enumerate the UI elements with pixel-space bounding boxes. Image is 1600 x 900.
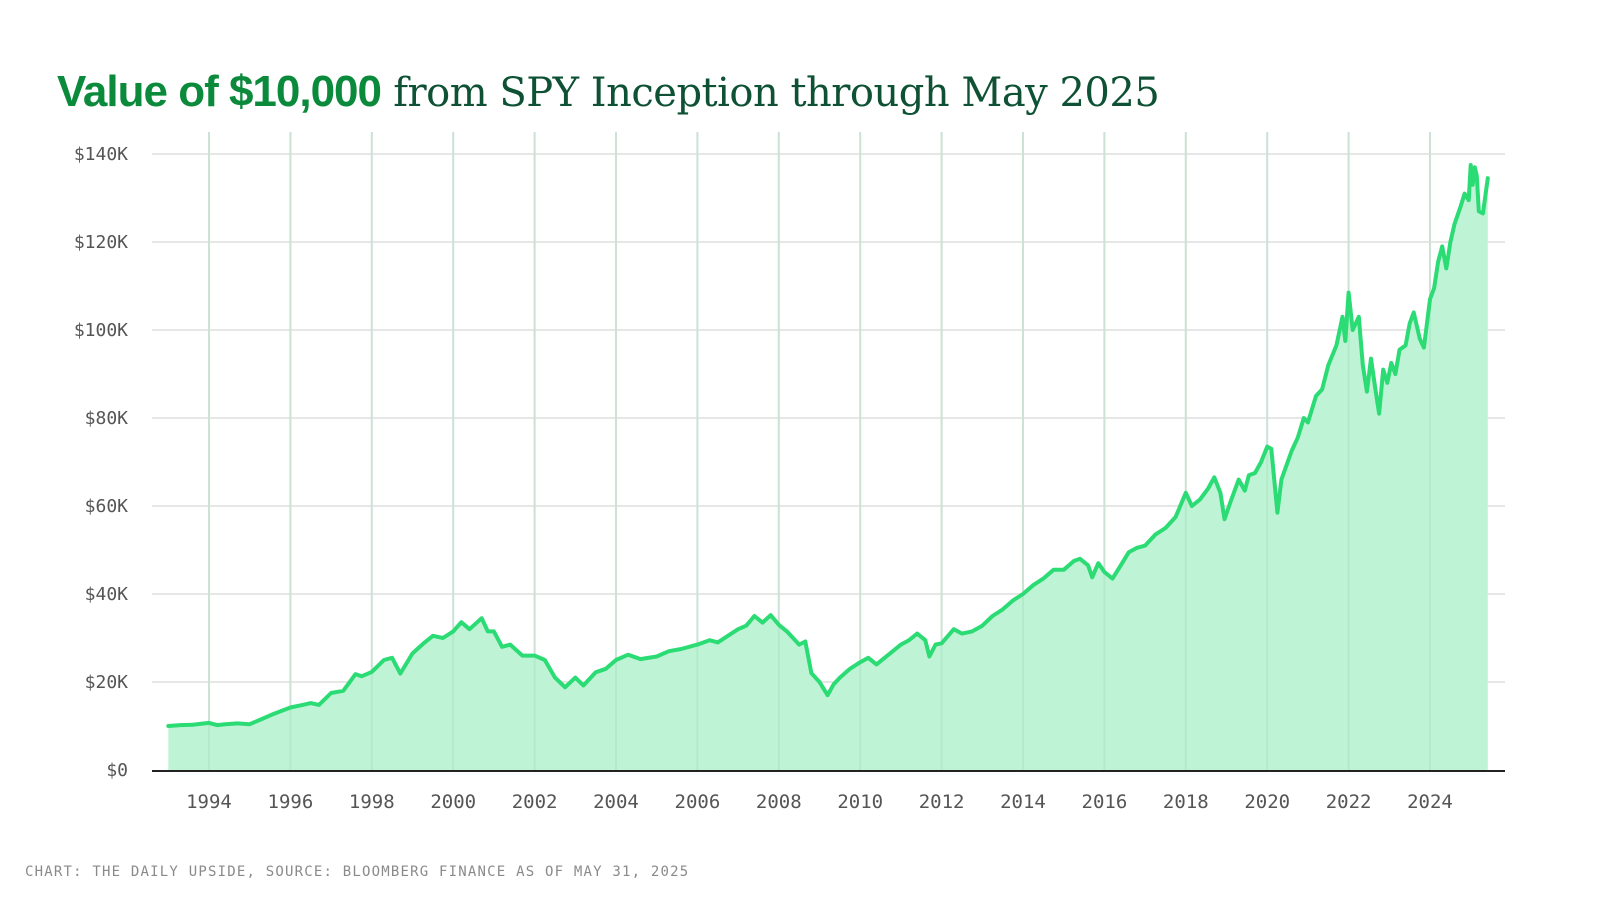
y-axis-ticks: $0 $20K $40K $60K $80K $100K $120K $140K <box>74 144 128 781</box>
y-tick-label: $60K <box>85 496 129 517</box>
x-tick-label: 2000 <box>430 791 476 813</box>
x-tick-label: 1998 <box>349 791 395 813</box>
x-tick-label: 2008 <box>756 791 802 813</box>
x-tick-label: 2004 <box>593 791 639 813</box>
y-tick-label: $80K <box>85 408 129 429</box>
source-credit: CHART: THE DAILY UPSIDE, SOURCE: BLOOMBE… <box>25 864 690 880</box>
value-area-fill <box>168 165 1488 770</box>
y-tick-label: $0 <box>106 760 128 781</box>
value-line <box>166 163 1490 728</box>
y-tick-label: $120K <box>74 232 128 253</box>
x-tick-label: 1996 <box>268 791 314 813</box>
x-tick-label: 2016 <box>1082 791 1128 813</box>
chart-title-highlight: Value of $10,000 <box>57 67 382 116</box>
y-tick-label: $140K <box>74 144 128 165</box>
x-tick-label: 2022 <box>1326 791 1372 813</box>
x-tick-label: 2006 <box>675 791 721 813</box>
y-tick-label: $20K <box>85 672 129 693</box>
x-tick-label: 2014 <box>1000 791 1046 813</box>
chart-title: Value of $10,000 from SPY Inception thro… <box>57 66 1160 119</box>
x-axis-ticks: 1994 1996 1998 2000 2002 2004 2006 2008 2010 2012… <box>186 791 1453 813</box>
chart-title-rest: from SPY Inception through May 2025 <box>381 70 1160 116</box>
x-tick-label: 2024 <box>1407 791 1453 813</box>
x-tick-label: 2002 <box>512 791 558 813</box>
x-tick-label: 2010 <box>837 791 883 813</box>
x-tick-label: 2018 <box>1163 791 1209 813</box>
x-tick-label: 1994 <box>186 791 232 813</box>
x-tick-label: 2020 <box>1244 791 1290 813</box>
x-tick-label: 2012 <box>919 791 965 813</box>
y-tick-label: $40K <box>85 584 129 605</box>
y-tick-label: $100K <box>74 320 128 341</box>
